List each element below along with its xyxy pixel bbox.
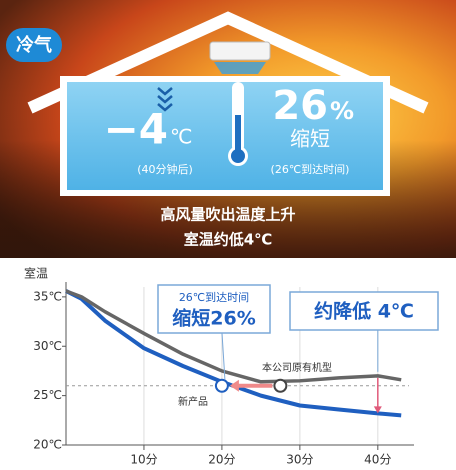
banner: 冷气 −4 ℃ (40分钟后) 26 % 缩短 (26℃到达时间) 高风量吹出温… [0,0,456,258]
callout-pointer [221,332,226,380]
y-tick-label: 35℃ [33,289,62,303]
percent-note: (26℃到达时间) [271,163,350,176]
y-axis-label: 室温 [24,266,48,281]
arrow-head [229,379,239,392]
series-line [65,289,402,384]
arrow-head [373,406,382,414]
down-arrows [157,87,173,112]
callout-box [157,284,271,334]
temp-note: (40分钟后) [137,162,193,176]
callout-value: 约降低 4℃ [314,300,414,323]
caption-line: 高风量吹出温度上升 [160,206,295,224]
badge [6,28,62,62]
air-conditioner [209,41,271,61]
series-label: 新产品 [178,395,208,408]
callout-box [289,291,439,331]
percent-unit: % [330,97,354,125]
room [67,82,383,190]
badge-text: 冷气 [16,34,52,56]
crossing-marker [273,378,288,393]
temp-unit: ℃ [170,125,192,149]
y-tick-label: 25℃ [33,388,62,402]
airflow [214,62,266,74]
temp-drop: −4 [104,105,168,154]
x-tick-label: 10分 [130,453,157,467]
callout-value: 缩短26% [172,307,255,330]
x-tick-label: 20分 [208,453,235,467]
percent: 26 [272,83,328,129]
callout-title: 26℃到达时间 [179,291,249,304]
x-tick-label: 40分 [364,453,391,467]
series-label: 本公司原有机型 [262,361,332,374]
x-tick-label: 30分 [286,453,313,467]
thermometer-fill [231,149,245,163]
y-tick-label: 20℃ [33,438,62,452]
caption-line: 室温约低4℃ [184,231,273,249]
y-tick-label: 30℃ [33,339,62,353]
thermometer-level [235,115,241,155]
percent-label: 缩短 [290,127,330,151]
crossing-marker [214,378,229,393]
